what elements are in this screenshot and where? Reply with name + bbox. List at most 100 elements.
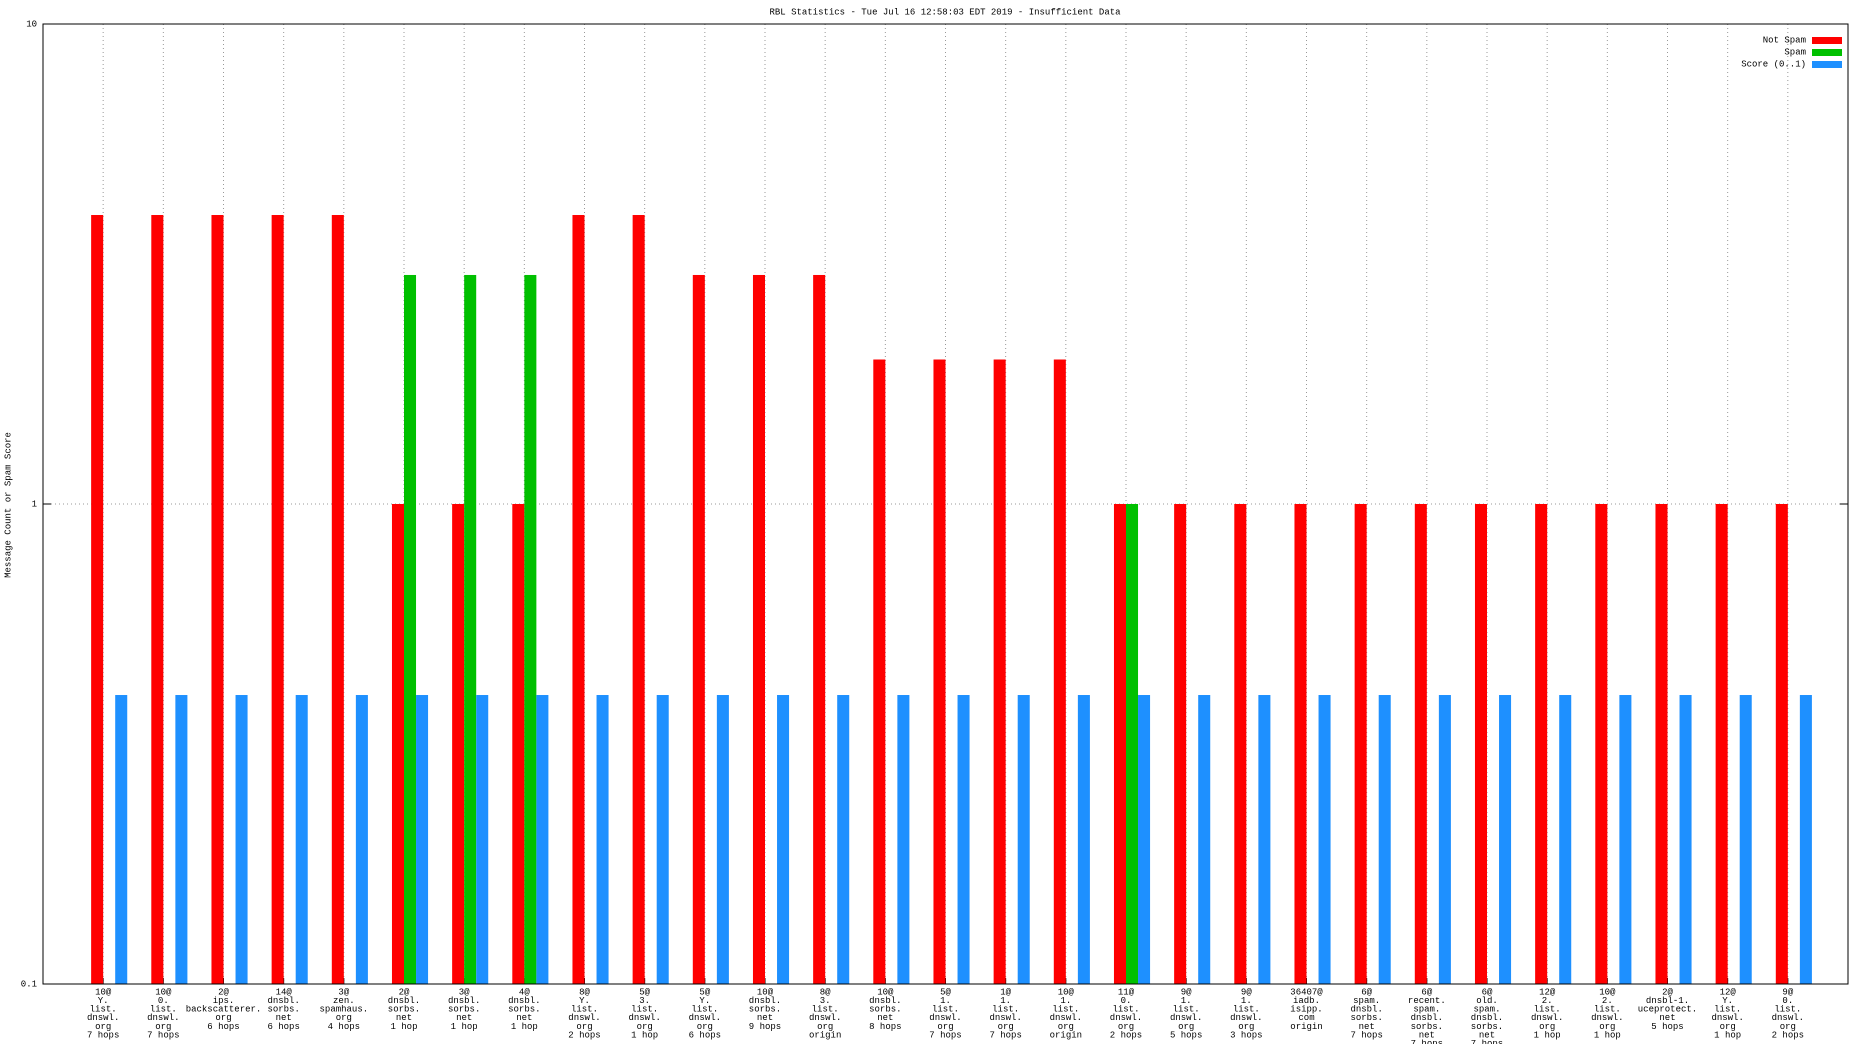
x-tick-label: dnsbl. <box>1350 1005 1382 1015</box>
x-tick-label: list. <box>1173 1005 1200 1015</box>
x-tick-label: sorbs. <box>1471 1022 1503 1032</box>
bar <box>1799 695 1812 984</box>
bar <box>1378 695 1391 984</box>
bar <box>1354 504 1367 984</box>
bar <box>1198 695 1211 984</box>
bar <box>91 215 104 984</box>
x-tick-label: 1 hop <box>1714 1030 1741 1040</box>
x-tick-label: dnsbl-1. <box>1646 996 1689 1006</box>
bar <box>331 215 344 984</box>
x-tick-label: 7 hops <box>1350 1030 1382 1040</box>
x-tick-label: 8 hops <box>869 1022 901 1032</box>
x-tick-label: dnswl. <box>87 1013 119 1023</box>
x-tick-label: 6 hops <box>267 1022 299 1032</box>
x-tick-label: 1@ <box>1000 987 1011 997</box>
x-tick-label: org <box>1599 1022 1615 1032</box>
x-tick-label: 10@ <box>757 987 774 997</box>
x-tick-label: sorbs. <box>1350 1013 1382 1023</box>
x-tick-label: spam. <box>1473 1005 1500 1015</box>
x-tick-label: org <box>1780 1022 1796 1032</box>
x-tick-label: 2@ <box>399 987 410 997</box>
x-tick-label: spam. <box>1353 996 1380 1006</box>
x-tick-label: isipp. <box>1290 1005 1322 1015</box>
x-tick-label: Y. <box>1722 996 1733 1006</box>
x-tick-label: dnswl. <box>628 1013 660 1023</box>
bar <box>1294 504 1307 984</box>
x-tick-label: dnswl. <box>1110 1013 1142 1023</box>
x-tick-label: 10@ <box>877 987 894 997</box>
x-tick-label: net <box>877 1013 893 1023</box>
bar <box>211 215 224 984</box>
x-tick-label: 2 hops <box>568 1030 600 1040</box>
x-tick-label: dnswl. <box>1230 1013 1262 1023</box>
x-tick-label: list. <box>90 1005 117 1015</box>
x-tick-label: sorbs. <box>388 1005 420 1015</box>
x-tick-label: org <box>998 1022 1014 1032</box>
x-tick-label: iadb. <box>1293 996 1320 1006</box>
x-tick-label: 5@ <box>940 987 951 997</box>
x-tick-label: 7 hops <box>87 1030 119 1040</box>
x-tick-label: 0. <box>1782 996 1793 1006</box>
x-tick-label: 3@ <box>338 987 349 997</box>
x-tick-label: 2. <box>1602 996 1613 1006</box>
x-tick-label: 7 hops <box>989 1030 1021 1040</box>
x-tick-label: old. <box>1476 996 1498 1006</box>
x-tick-label: 8@ <box>820 987 831 997</box>
x-tick-label: dnswl. <box>1711 1013 1743 1023</box>
bar <box>873 359 886 984</box>
x-tick-label: 36407@ <box>1290 987 1323 997</box>
x-tick-label: Y. <box>579 996 590 1006</box>
bar <box>752 274 765 984</box>
bar <box>1595 504 1608 984</box>
bar <box>404 274 417 984</box>
bar <box>464 274 477 984</box>
legend-swatch <box>1812 49 1842 56</box>
x-tick-label: 1. <box>1241 996 1252 1006</box>
x-tick-label: backscatterer. <box>186 1005 262 1015</box>
x-tick-label: 2@ <box>218 987 229 997</box>
x-tick-label: 2. <box>1542 996 1553 1006</box>
bar <box>1535 504 1548 984</box>
bar <box>1318 695 1331 984</box>
x-tick-label: 2@ <box>1662 987 1673 997</box>
bar <box>1174 504 1187 984</box>
x-tick-label: org <box>155 1022 171 1032</box>
x-tick-label: 7 hops <box>929 1030 961 1040</box>
x-tick-label: list. <box>631 1005 658 1015</box>
x-tick-label: Y. <box>699 996 710 1006</box>
x-tick-label: 9@ <box>1241 987 1252 997</box>
bar <box>271 215 284 984</box>
x-tick-label: dnsbl. <box>388 996 420 1006</box>
x-tick-label: zen. <box>333 996 355 1006</box>
x-tick-label: net <box>1419 1030 1435 1040</box>
bar <box>572 215 585 984</box>
x-tick-label: org <box>1720 1022 1736 1032</box>
bar <box>1775 504 1788 984</box>
legend-label: Spam <box>1784 47 1806 57</box>
bar <box>1234 504 1247 984</box>
x-tick-label: dnswl. <box>809 1013 841 1023</box>
bar <box>151 215 164 984</box>
plot-border <box>42 23 1849 985</box>
bar <box>1438 695 1451 984</box>
x-tick-label: 0. <box>158 996 169 1006</box>
x-tick-label: list. <box>1714 1005 1741 1015</box>
x-tick-label: net <box>1659 1013 1675 1023</box>
x-tick-label: uceprotect. <box>1638 1005 1697 1015</box>
x-tick-label: list. <box>1233 1005 1260 1015</box>
x-tick-label: 11@ <box>1118 987 1135 997</box>
x-tick-label: 7 hops <box>1411 1039 1443 1044</box>
x-tick-label: org <box>1238 1022 1254 1032</box>
legend-swatch <box>1812 61 1842 68</box>
bar <box>1017 695 1030 984</box>
x-tick-label: sorbs. <box>749 1005 781 1015</box>
x-tick-label: dnsbl. <box>869 996 901 1006</box>
x-tick-label: 0. <box>1121 996 1132 1006</box>
x-tick-label: net <box>456 1013 472 1023</box>
x-tick-label: 10@ <box>1058 987 1075 997</box>
x-tick-label: 5@ <box>639 987 650 997</box>
bar <box>692 274 705 984</box>
x-tick-label: sorbs. <box>1411 1022 1443 1032</box>
x-tick-label: 6@ <box>1482 987 1493 997</box>
x-tick-label: 1 hop <box>1594 1030 1621 1040</box>
